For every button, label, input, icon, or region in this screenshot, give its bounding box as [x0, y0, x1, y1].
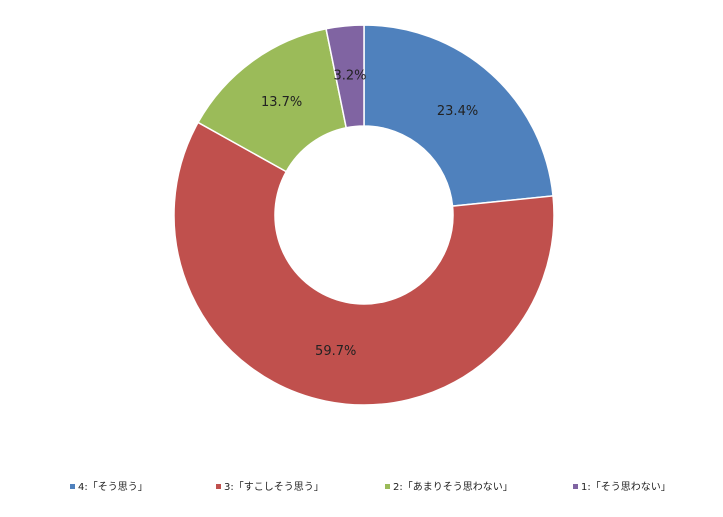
- legend-swatch: [385, 484, 390, 489]
- value-label: 23.4%: [437, 104, 478, 119]
- legend-label: 4:「そう思う」: [78, 481, 148, 493]
- value-label: 59.7%: [315, 344, 356, 359]
- legend-swatch: [70, 484, 75, 489]
- legend-label: 3:「すこしそう思う」: [224, 481, 324, 493]
- legend-swatch: [573, 484, 578, 489]
- legend-label: 2:「あまりそう思わない」: [393, 481, 513, 493]
- value-label: 13.7%: [261, 95, 302, 110]
- legend-swatch: [216, 484, 221, 489]
- donut-slice: [173, 121, 555, 406]
- donut-slice: [325, 24, 365, 129]
- donut-slice: [197, 27, 348, 173]
- donut-slice: [363, 24, 554, 207]
- legend-label: 1:「そう思わない」: [581, 481, 671, 493]
- value-label: 3.2%: [333, 69, 366, 84]
